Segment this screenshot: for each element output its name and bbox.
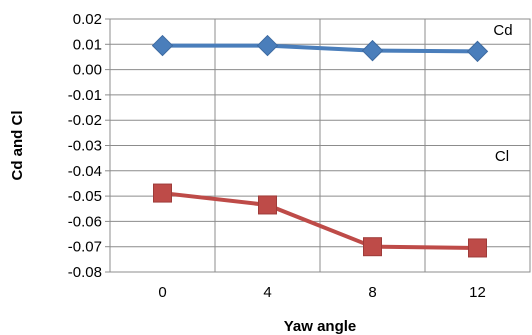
- series-labels: Cd Cl: [493, 22, 512, 165]
- y-axis-title: Cd and Cl: [9, 111, 26, 181]
- y-tick-label: -0.08: [68, 264, 102, 281]
- data-point-cd: [361, 39, 384, 62]
- x-tick-label: 0: [158, 284, 166, 301]
- y-tick-label: -0.03: [68, 138, 102, 155]
- y-tick-label: 0.02: [73, 11, 102, 28]
- data-point-cl: [363, 237, 382, 257]
- plot-area-border: [109, 18, 531, 273]
- series-line-cl: [162, 191, 478, 250]
- y-tick-label: -0.01: [68, 87, 102, 104]
- series-label-cl: Cl: [495, 148, 509, 165]
- plot-border: [109, 18, 531, 273]
- series-label-cd: Cd: [493, 22, 512, 39]
- y-tick-label: -0.04: [68, 163, 102, 180]
- y-tick-label: 0.01: [73, 36, 102, 53]
- data-point-cd: [466, 40, 489, 63]
- y-tick-label: 0.00: [73, 62, 102, 79]
- data-point-cl: [153, 183, 172, 203]
- series-markers: [151, 34, 489, 258]
- grid-lines: [105, 18, 530, 273]
- y-tick-label: -0.06: [68, 213, 102, 230]
- x-tick-label: 4: [263, 284, 271, 301]
- x-tick-label: 8: [368, 284, 376, 301]
- data-point-cl: [468, 238, 487, 258]
- y-tick-labels: 0.02 0.01 0.00 -0.01 -0.02 -0.03 -0.04 -0.05 -0.…: [68, 11, 102, 281]
- series-line-cd: [162, 43, 478, 54]
- y-tick-label: -0.05: [68, 188, 102, 205]
- y-tick-label: -0.07: [68, 239, 102, 256]
- x-axis-title: Yaw angle: [284, 318, 357, 335]
- data-point-cd: [256, 34, 279, 57]
- x-tick-labels: 0 4 8 12: [158, 284, 486, 301]
- data-point-cd: [151, 34, 174, 57]
- series-lines: [162, 43, 478, 250]
- y-tick-label: -0.02: [68, 112, 102, 129]
- data-point-cl: [258, 195, 277, 215]
- x-tick-label: 12: [469, 284, 486, 301]
